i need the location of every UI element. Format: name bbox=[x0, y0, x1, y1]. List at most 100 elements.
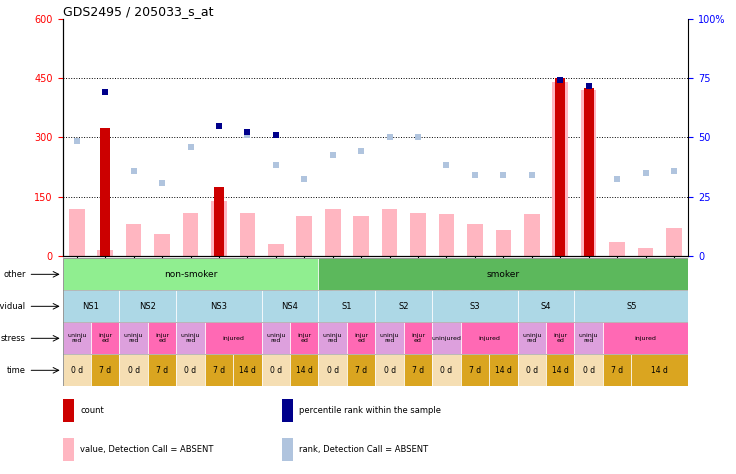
Text: uninju
red: uninju red bbox=[323, 333, 342, 343]
Text: 7 d: 7 d bbox=[213, 366, 225, 375]
Text: uninju
red: uninju red bbox=[124, 333, 144, 343]
Bar bbox=[432, 290, 517, 322]
Bar bbox=[91, 355, 119, 386]
Text: uninjured: uninjured bbox=[431, 336, 461, 341]
Text: 0 d: 0 d bbox=[327, 366, 339, 375]
Bar bbox=[581, 90, 596, 256]
Text: NS4: NS4 bbox=[282, 302, 299, 311]
Bar bbox=[119, 290, 177, 322]
Bar bbox=[261, 290, 319, 322]
Text: uninju
red: uninju red bbox=[579, 333, 598, 343]
Text: NS2: NS2 bbox=[139, 302, 156, 311]
Bar bbox=[666, 228, 682, 256]
Bar bbox=[347, 355, 375, 386]
Text: S5: S5 bbox=[626, 302, 637, 311]
Text: injur
ed: injur ed bbox=[297, 333, 311, 343]
Bar bbox=[177, 322, 205, 355]
Text: S4: S4 bbox=[541, 302, 551, 311]
Text: 0 d: 0 d bbox=[127, 366, 140, 375]
Bar bbox=[211, 201, 227, 256]
Bar bbox=[609, 242, 625, 256]
Bar bbox=[461, 355, 489, 386]
Bar bbox=[119, 355, 148, 386]
Bar bbox=[297, 217, 312, 256]
Bar bbox=[261, 355, 290, 386]
Text: 7 d: 7 d bbox=[156, 366, 168, 375]
Bar bbox=[517, 355, 546, 386]
Text: injur
ed: injur ed bbox=[155, 333, 169, 343]
Bar bbox=[546, 322, 574, 355]
Bar bbox=[637, 248, 654, 256]
Bar bbox=[155, 234, 170, 256]
Bar bbox=[432, 355, 461, 386]
Bar bbox=[183, 212, 198, 256]
Text: 14 d: 14 d bbox=[239, 366, 256, 375]
Text: uninju
red: uninju red bbox=[266, 333, 286, 343]
Bar bbox=[375, 355, 404, 386]
Bar bbox=[584, 88, 594, 256]
Text: rank, Detection Call = ABSENT: rank, Detection Call = ABSENT bbox=[299, 445, 428, 454]
Text: 7 d: 7 d bbox=[412, 366, 424, 375]
Text: uninju
red: uninju red bbox=[67, 333, 87, 343]
Bar bbox=[126, 224, 141, 256]
Bar bbox=[574, 355, 603, 386]
Bar bbox=[375, 322, 404, 355]
Text: smoker: smoker bbox=[486, 270, 520, 279]
Text: 14 d: 14 d bbox=[296, 366, 313, 375]
Bar bbox=[325, 209, 341, 256]
Bar bbox=[290, 355, 319, 386]
Bar bbox=[517, 322, 546, 355]
Text: stress: stress bbox=[1, 334, 26, 343]
Text: uninju
red: uninju red bbox=[380, 333, 400, 343]
Bar bbox=[495, 230, 511, 256]
Bar bbox=[353, 217, 369, 256]
Bar bbox=[546, 355, 574, 386]
Text: value, Detection Call = ABSENT: value, Detection Call = ABSENT bbox=[80, 445, 213, 454]
Text: NS3: NS3 bbox=[210, 302, 227, 311]
Bar bbox=[233, 355, 261, 386]
Bar bbox=[69, 209, 85, 256]
Bar bbox=[603, 322, 688, 355]
Text: 0 d: 0 d bbox=[440, 366, 453, 375]
Bar bbox=[439, 215, 454, 256]
Text: 14 d: 14 d bbox=[552, 366, 569, 375]
Bar bbox=[205, 322, 261, 355]
Text: injur
ed: injur ed bbox=[411, 333, 425, 343]
Text: S2: S2 bbox=[399, 302, 409, 311]
Bar bbox=[517, 290, 574, 322]
Text: percentile rank within the sample: percentile rank within the sample bbox=[299, 406, 441, 415]
Bar bbox=[100, 128, 110, 256]
Bar bbox=[63, 258, 319, 290]
Text: count: count bbox=[80, 406, 104, 415]
Text: injured: injured bbox=[222, 336, 244, 341]
Bar bbox=[461, 322, 517, 355]
Bar bbox=[319, 355, 347, 386]
Bar bbox=[553, 82, 568, 256]
Bar bbox=[410, 212, 426, 256]
Text: GDS2495 / 205033_s_at: GDS2495 / 205033_s_at bbox=[63, 5, 213, 18]
Text: injured: injured bbox=[634, 336, 657, 341]
Text: 0 d: 0 d bbox=[185, 366, 197, 375]
Bar bbox=[119, 322, 148, 355]
Text: 0 d: 0 d bbox=[383, 366, 396, 375]
Text: time: time bbox=[7, 366, 26, 375]
Bar bbox=[404, 355, 432, 386]
Bar bbox=[375, 290, 432, 322]
Bar bbox=[177, 290, 261, 322]
Text: uninju
red: uninju red bbox=[522, 333, 542, 343]
Bar bbox=[631, 355, 688, 386]
Text: 14 d: 14 d bbox=[495, 366, 512, 375]
Bar bbox=[63, 355, 91, 386]
Bar bbox=[148, 355, 177, 386]
Text: injur
ed: injur ed bbox=[354, 333, 368, 343]
Bar bbox=[268, 244, 283, 256]
Bar bbox=[467, 224, 483, 256]
Bar bbox=[319, 322, 347, 355]
Bar bbox=[91, 322, 119, 355]
Bar bbox=[574, 322, 603, 355]
Bar bbox=[489, 355, 517, 386]
Bar bbox=[97, 250, 113, 256]
Bar bbox=[148, 322, 177, 355]
Text: individual: individual bbox=[0, 302, 26, 311]
Text: injured: injured bbox=[478, 336, 500, 341]
